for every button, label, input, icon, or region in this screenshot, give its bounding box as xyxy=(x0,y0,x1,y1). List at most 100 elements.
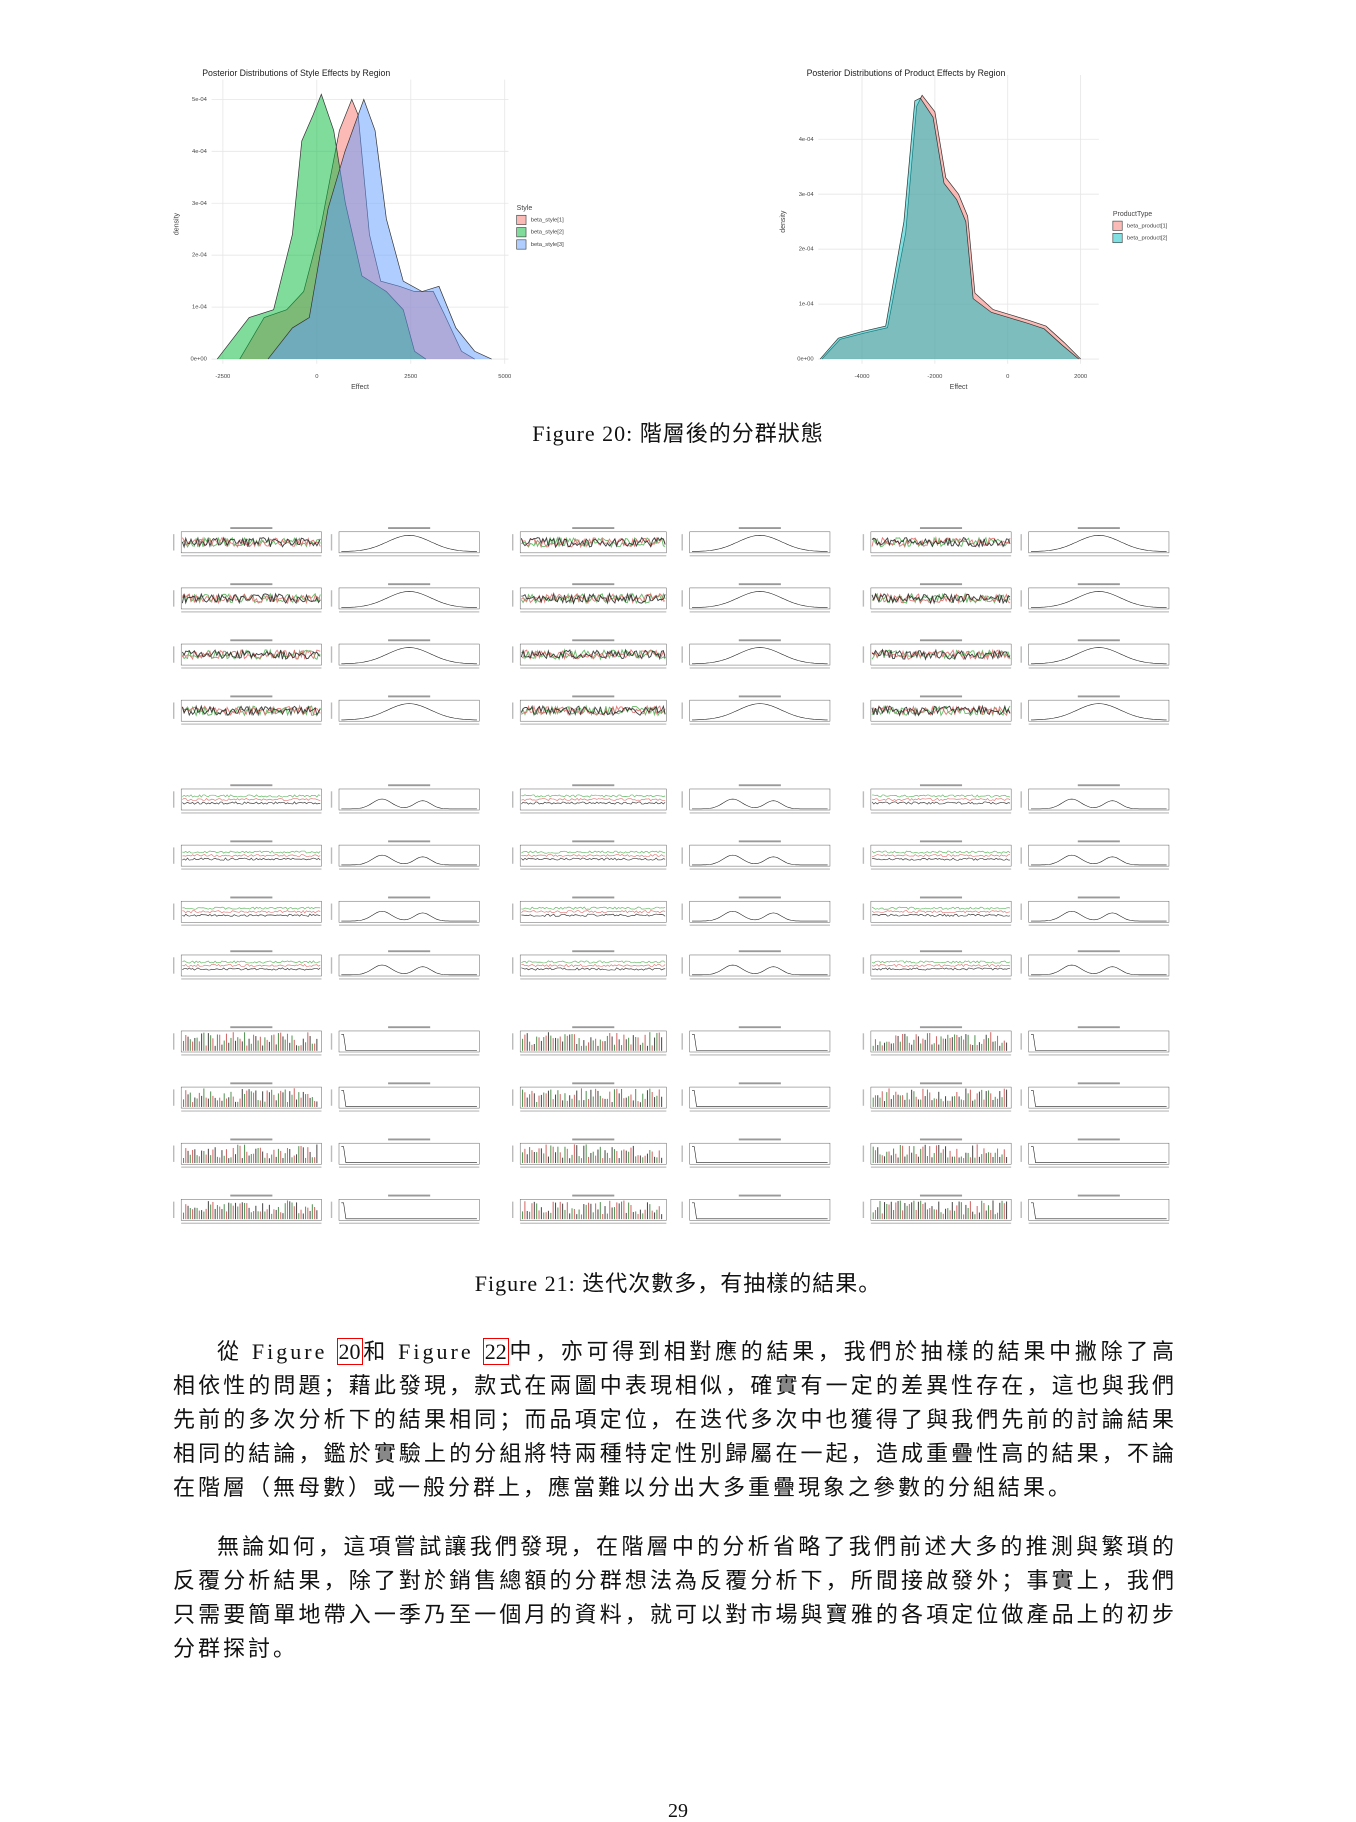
axis-stub xyxy=(173,957,175,974)
axis-stub xyxy=(1020,847,1022,864)
axis-stub xyxy=(681,1033,683,1050)
x-tick-label: 0 xyxy=(315,374,319,380)
y-tick-label: 4e-04 xyxy=(799,137,815,143)
axis-stub xyxy=(173,1145,175,1162)
panel-title-stub xyxy=(572,1194,615,1197)
figure-20: Posterior Distributions of Style Effects… xyxy=(173,68,1167,391)
axis-stub xyxy=(181,812,322,814)
panel-title-stub xyxy=(572,896,615,899)
axis-stub xyxy=(339,555,480,557)
density-line xyxy=(341,964,477,976)
trace-line xyxy=(871,592,1011,605)
panel xyxy=(180,900,322,923)
axis-stub xyxy=(181,667,322,669)
panel xyxy=(689,900,831,923)
axis-stub xyxy=(1020,534,1022,551)
panel xyxy=(519,531,667,554)
panel xyxy=(338,643,480,666)
density-line xyxy=(1031,535,1167,552)
axis-stub xyxy=(689,1110,830,1112)
panel-title-stub xyxy=(572,784,615,787)
axis-stub xyxy=(870,723,1012,725)
axis-stub xyxy=(339,978,480,980)
axis-stub xyxy=(173,847,175,864)
axis-stub xyxy=(330,1201,333,1218)
axis-stub xyxy=(1020,1201,1022,1218)
axis-stub xyxy=(173,646,175,663)
trace-line xyxy=(871,592,1011,605)
panel xyxy=(338,699,480,722)
figure-21 xyxy=(173,527,1170,1224)
axis-stub xyxy=(330,957,333,974)
trace-line xyxy=(521,648,666,661)
trace-line xyxy=(182,797,321,802)
panel xyxy=(1028,844,1170,867)
axis-stub xyxy=(862,702,865,719)
y-tick-label: 1e-04 xyxy=(799,302,815,308)
axis-stub xyxy=(339,1110,480,1112)
axis-stub xyxy=(173,791,175,808)
trace-line xyxy=(181,649,321,660)
axis-stub xyxy=(512,1201,514,1218)
axis-stub xyxy=(862,1145,865,1162)
x-tick-label: -2000 xyxy=(927,374,943,380)
density-line xyxy=(1031,854,1167,866)
panel-title-stub xyxy=(572,840,615,843)
axis-stub xyxy=(689,1222,830,1224)
panel-title-stub xyxy=(738,784,781,787)
figure-caption: Figure 20: 階層後的分群狀態 xyxy=(532,421,824,446)
axis-stub xyxy=(862,791,865,808)
trace-line xyxy=(871,801,1011,805)
density-area xyxy=(267,98,492,360)
axis-stub xyxy=(1028,1222,1169,1224)
axis-stub xyxy=(1028,1054,1169,1056)
density-line xyxy=(1031,1146,1167,1163)
figure-link[interactable]: 20 xyxy=(336,1338,363,1365)
axis-stub xyxy=(520,555,667,557)
axis-stub xyxy=(339,1222,480,1224)
panel-title-stub xyxy=(1077,527,1120,530)
panel-title-stub xyxy=(738,527,781,530)
axis-stub xyxy=(330,1145,333,1162)
density-line xyxy=(692,535,828,552)
axis-stub xyxy=(870,978,1012,980)
panel xyxy=(689,1030,831,1053)
panel xyxy=(1028,699,1170,722)
panel xyxy=(870,1142,1012,1165)
figure-link[interactable]: 22 xyxy=(482,1338,509,1365)
density-area xyxy=(819,97,1080,360)
axis-stub xyxy=(1020,1145,1022,1162)
axis-stub xyxy=(173,590,175,607)
panel xyxy=(519,900,667,923)
density-line xyxy=(1031,591,1167,608)
panel xyxy=(338,844,480,867)
trace-line xyxy=(521,967,666,971)
panel xyxy=(338,1142,480,1165)
density-line xyxy=(692,964,828,976)
axis-stub xyxy=(512,590,514,607)
panel-title-stub xyxy=(919,950,963,953)
panel xyxy=(1028,1142,1170,1165)
text: 從 Figure xyxy=(217,1339,337,1364)
density-line xyxy=(341,910,477,922)
panel xyxy=(870,954,1012,977)
panel xyxy=(180,844,322,867)
panel xyxy=(180,788,322,811)
axis-stub xyxy=(862,847,865,864)
panel-title-stub xyxy=(738,950,781,953)
panel-title-stub xyxy=(230,950,273,953)
axis-stub xyxy=(1028,812,1169,814)
density-line xyxy=(341,798,477,810)
panel-title-stub xyxy=(388,896,431,899)
trace-line xyxy=(521,913,666,917)
panel-title-stub xyxy=(388,1138,431,1141)
panel-title-stub xyxy=(738,896,781,899)
panel xyxy=(1028,788,1170,811)
trace-line xyxy=(871,910,1011,914)
axis-stub xyxy=(1028,924,1169,926)
axis-stub xyxy=(862,1201,865,1218)
axis-stub xyxy=(870,667,1012,669)
axis-stub xyxy=(870,1222,1012,1224)
panel xyxy=(519,1030,667,1053)
